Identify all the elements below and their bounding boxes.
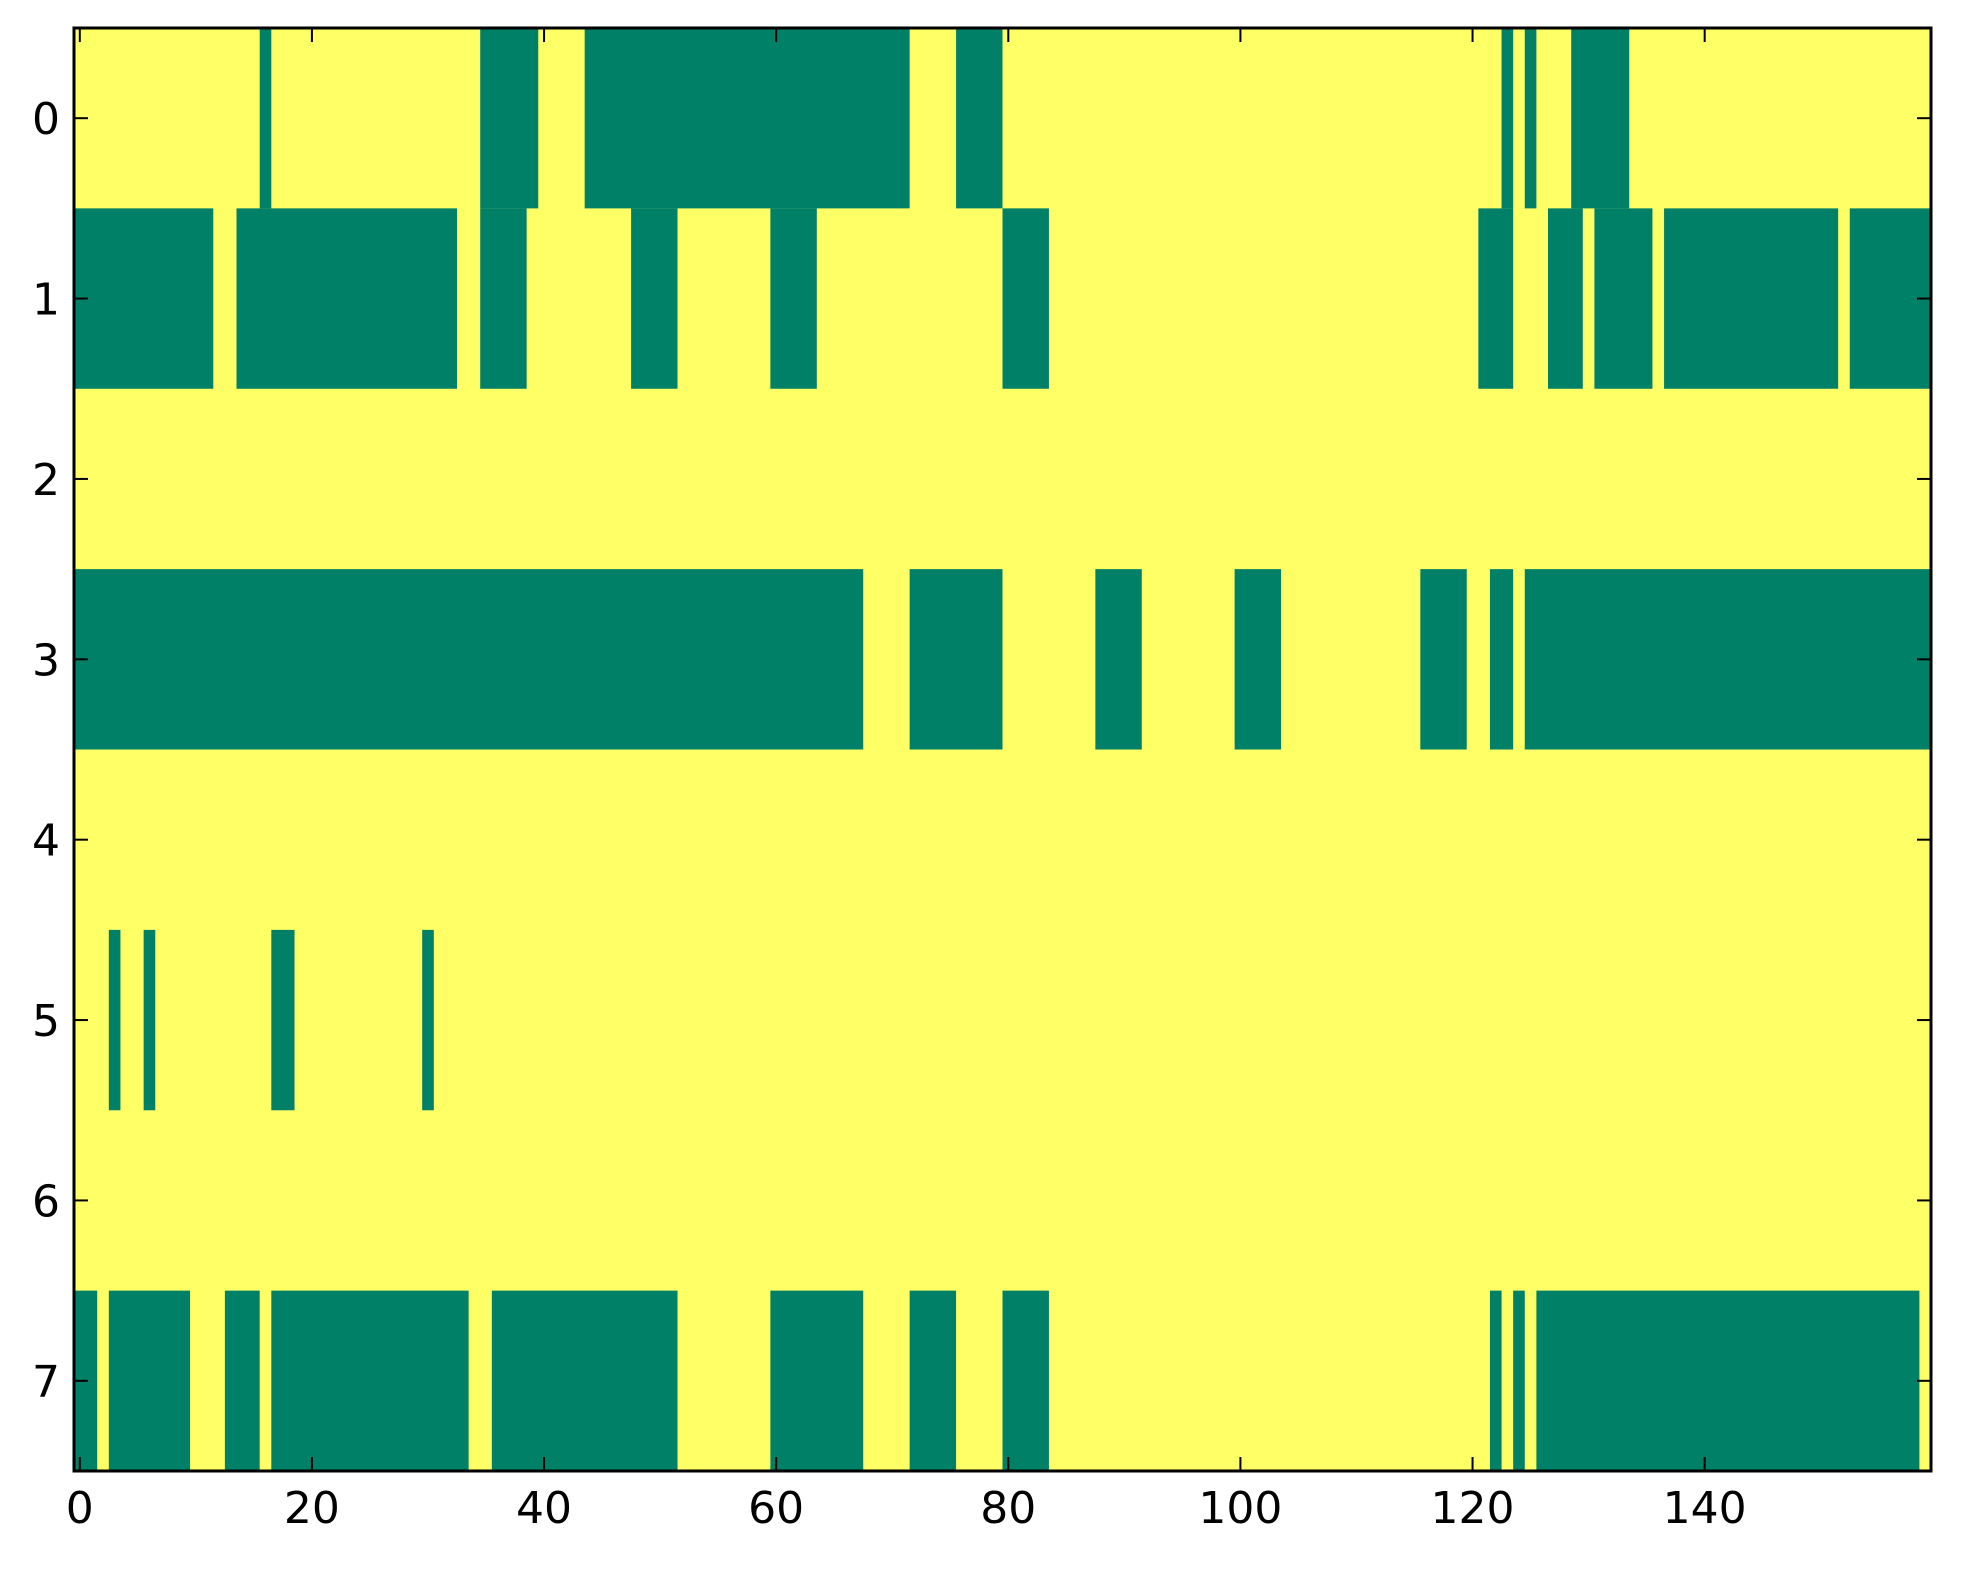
heatmap-cell-run — [1513, 1290, 1525, 1472]
x-tick-label: 80 — [980, 1483, 1036, 1534]
heatmap-cell-run — [1524, 569, 1931, 750]
heatmap-cell-run — [1234, 569, 1282, 750]
heatmap-cell-run — [224, 1290, 260, 1472]
heatmap-cell-run — [1478, 208, 1514, 389]
heatmap-cell-run — [584, 28, 910, 209]
heatmap-cell-run — [74, 569, 864, 750]
x-tick-label: 100 — [1198, 1483, 1282, 1534]
heatmap-cell-run — [1547, 208, 1583, 389]
heatmap-cell-run — [1002, 208, 1049, 389]
x-tick-label: 120 — [1431, 1483, 1515, 1534]
heatmap-cell-run — [1501, 28, 1514, 209]
heatmap-cell-run — [1524, 28, 1537, 209]
plot-frame — [72, 26, 1933, 1473]
heatmap-cell-run — [956, 28, 1003, 209]
y-tick-label: 5 — [32, 996, 60, 1047]
heatmap-cell-run — [909, 569, 1003, 750]
heatmap-cell-run — [271, 1290, 469, 1472]
heatmap-cell-run — [143, 929, 156, 1111]
heatmap-cell-run — [1489, 569, 1514, 750]
heatmap-cell-run — [1095, 569, 1142, 750]
heatmap-cell-run — [631, 208, 678, 389]
y-tick-label: 7 — [32, 1357, 60, 1408]
heatmap-cell-run — [1420, 569, 1467, 750]
heatmap-cells — [74, 28, 1931, 1472]
x-tick-label: 0 — [66, 1483, 94, 1534]
heatmap-cell-run — [108, 1290, 191, 1472]
heatmap-cell-run — [74, 208, 214, 389]
tick-labels: 0 20 40 60 80 100 120 140 0 1 2 3 4 5 6 7 — [32, 94, 1747, 1534]
x-tick-label: 40 — [516, 1483, 572, 1534]
x-tick-label: 60 — [748, 1483, 804, 1534]
y-tick-label: 1 — [32, 275, 60, 326]
y-tick-label: 2 — [32, 455, 60, 506]
heatmap-cell-run — [480, 28, 539, 209]
x-tick-label: 140 — [1663, 1483, 1747, 1534]
heatmap-cell-run — [1489, 1290, 1502, 1472]
heatmap-cell-run — [259, 28, 272, 209]
x-tick-label: 20 — [284, 1483, 340, 1534]
heatmap-cell-run — [770, 1290, 864, 1472]
heatmap-cell-run — [491, 1290, 678, 1472]
heatmap-cell-run — [770, 208, 817, 389]
heatmap-cell-run — [271, 929, 295, 1111]
heatmap-cell-run — [480, 208, 527, 389]
heatmap-cell-run — [1571, 28, 1630, 209]
y-tick-label: 6 — [32, 1176, 60, 1227]
heatmap-cell-run — [422, 929, 434, 1111]
heatmap-cell-run — [236, 208, 458, 389]
y-tick-label: 0 — [32, 94, 60, 145]
heatmap-cell-run — [1536, 1290, 1920, 1472]
heatmap-cell-run — [108, 929, 121, 1111]
heatmap-cell-run — [1664, 208, 1839, 389]
heatmap-cell-run — [1002, 1290, 1049, 1472]
y-tick-label: 4 — [32, 816, 60, 867]
y-tick-label: 3 — [32, 635, 60, 686]
axis-ticks — [74, 28, 1931, 1471]
heatmap-cell-run — [1594, 208, 1653, 389]
heatmap-cell-run — [909, 1290, 957, 1472]
